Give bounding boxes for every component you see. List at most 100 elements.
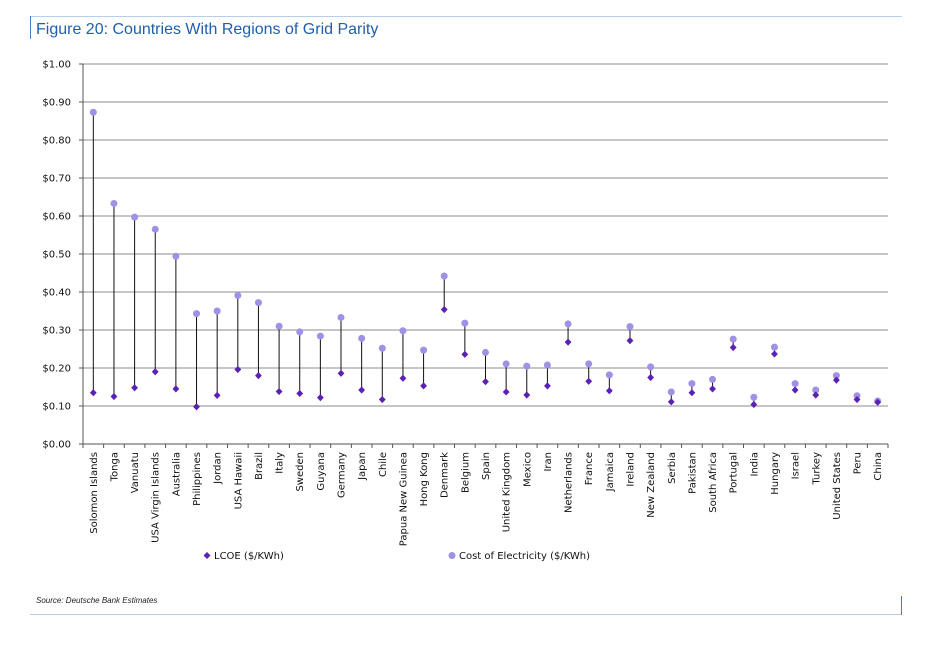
lcoe-point — [874, 398, 882, 406]
lcoe-point — [399, 374, 407, 382]
cost-point — [213, 307, 221, 315]
y-tick-label: $0.80 — [42, 136, 71, 147]
category-label: Papua New Guinea — [398, 452, 409, 546]
legend-cost-marker — [448, 552, 456, 559]
y-tick-label: $0.10 — [42, 402, 71, 413]
category-label: USA Virgin Islands — [151, 452, 162, 543]
figure-title: Figure 20: Countries With Regions of Gri… — [36, 21, 379, 38]
legend: LCOE ($/KWh) Cost of Electricity ($/KWh) — [203, 551, 590, 562]
lcoe-point — [193, 403, 200, 411]
frame-right-accent — [901, 596, 902, 615]
source-note: Source: Deutsche Bank Estimates — [36, 596, 158, 605]
lcoe-point — [131, 384, 139, 392]
category-label: Turkey — [811, 452, 822, 486]
lcoe-point — [255, 372, 262, 380]
lcoe-point — [172, 385, 180, 393]
lcoe-point — [378, 395, 386, 404]
cost-point — [832, 372, 840, 380]
cost-point — [275, 322, 283, 330]
category-label: Belgium — [460, 452, 471, 493]
category-label: Serbia — [667, 452, 678, 484]
cost-point — [853, 392, 861, 400]
lcoe-point — [791, 386, 799, 394]
category-label: Iran — [543, 452, 554, 472]
lcoe-point — [544, 382, 551, 390]
cost-point — [482, 348, 489, 356]
frame-left-accent — [30, 16, 31, 39]
frame-bottom-rule — [30, 614, 902, 615]
lcoe-point — [688, 389, 696, 397]
cost-point — [605, 371, 613, 379]
category-label: Italy — [275, 452, 286, 474]
lcoe-point — [709, 385, 716, 393]
cost-point — [110, 199, 118, 207]
cost-point — [543, 361, 551, 369]
y-tick-label: $0.90 — [42, 98, 71, 109]
cost-point — [502, 360, 510, 368]
category-label: Jordan — [213, 452, 224, 485]
category-label: Spain — [481, 452, 492, 480]
frame-top-rule — [30, 16, 902, 17]
lcoe-point — [234, 365, 242, 374]
cost-point — [440, 272, 448, 280]
lcoe-point — [420, 382, 427, 390]
cost-point — [316, 332, 324, 340]
y-tick-labels: $0.00 $0.10 $0.20 $0.30 $0.40 $0.50 $0.60 $0.70… — [42, 60, 71, 451]
cost-point — [337, 313, 345, 321]
category-label: Hungary — [770, 452, 781, 495]
cost-point — [358, 334, 366, 342]
lcoe-point — [482, 378, 489, 386]
cost-point — [812, 386, 820, 394]
category-label: Solomon Islands — [89, 452, 100, 534]
cost-point — [585, 360, 593, 368]
lcoe-point — [296, 389, 304, 398]
category-label: USA Hawaii — [233, 452, 244, 509]
category-label: Jamaica — [605, 452, 616, 492]
category-label: Portugal — [729, 452, 740, 493]
cost-point — [709, 375, 717, 383]
category-labels: Solomon Islands Tonga Vanuatu USA Virgin Is… — [89, 452, 884, 546]
cost-point — [770, 343, 778, 351]
category-label: Australia — [171, 452, 182, 496]
lcoe-point — [502, 388, 510, 396]
cost-point — [791, 380, 799, 388]
category-label: Japan — [357, 452, 368, 481]
axes — [79, 63, 889, 448]
category-label: Germany — [337, 452, 348, 498]
lcoe-point — [461, 350, 469, 358]
legend-cost-label: Cost of Electricity ($/KWh) — [459, 551, 590, 562]
category-label: United Kingdom — [502, 452, 513, 532]
lcoe-point — [729, 343, 737, 352]
cost-point — [688, 380, 696, 388]
lcoe-point — [523, 391, 531, 399]
legend-lcoe-label: LCOE ($/KWh) — [214, 551, 284, 562]
lcoe-point — [647, 373, 655, 382]
y-tick-label: $0.20 — [42, 364, 71, 375]
lcoe-point — [667, 398, 675, 406]
lcoe-point — [440, 305, 448, 314]
cost-point — [296, 328, 304, 336]
cost-point — [89, 108, 97, 116]
category-label: Tonga — [109, 452, 120, 482]
stems — [92, 112, 879, 407]
lcoe-point — [316, 394, 324, 402]
cost-point — [523, 362, 531, 370]
cost-point — [193, 310, 201, 318]
cost-point — [378, 344, 386, 352]
category-label: India — [749, 452, 760, 477]
cost-point — [461, 319, 469, 327]
y-tick-label: $0.70 — [42, 174, 71, 185]
category-label: China — [873, 452, 884, 481]
data-markers — [89, 108, 882, 411]
category-label: Philippines — [192, 452, 203, 506]
y-tick-label: $0.50 — [42, 250, 71, 261]
lcoe-point — [832, 376, 840, 384]
lcoe-point — [771, 350, 778, 358]
cost-point — [729, 335, 737, 343]
category-label: France — [584, 452, 595, 485]
lcoe-point — [358, 386, 366, 394]
lcoe-point — [626, 337, 634, 345]
cost-point — [647, 363, 655, 371]
cost-point — [420, 346, 428, 354]
